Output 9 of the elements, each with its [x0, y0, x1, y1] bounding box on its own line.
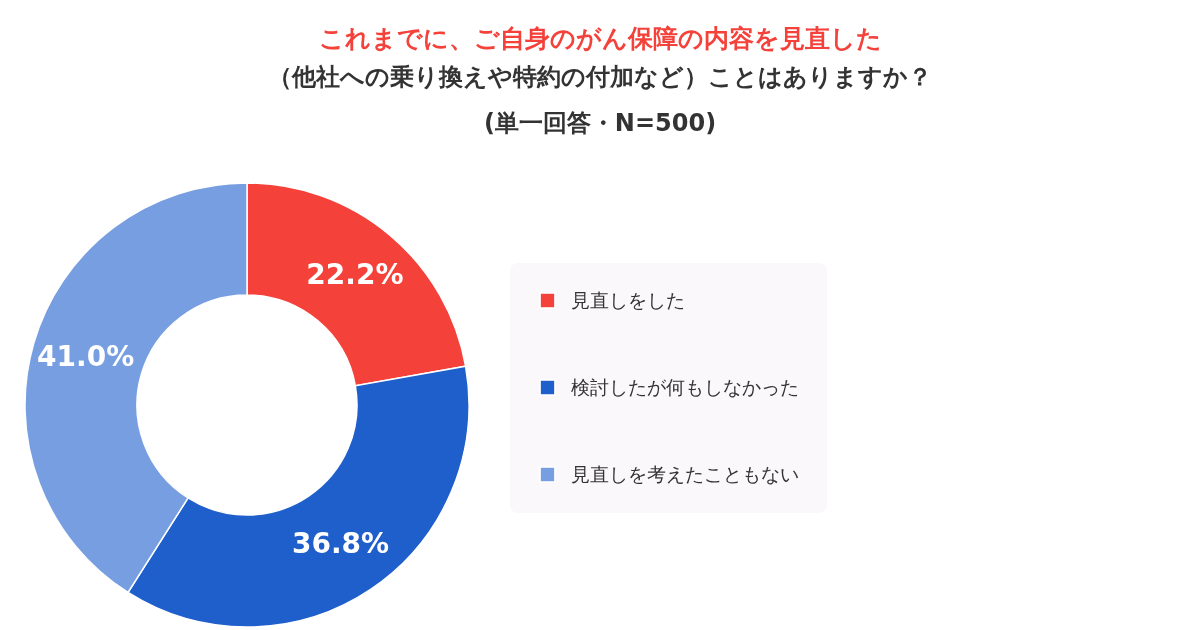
legend-label: 見直しをした: [571, 288, 685, 311]
text: (単一回答・N=500): [483, 109, 717, 137]
data-label: 41.0%: [37, 340, 135, 374]
text: （他社への乗り換えや特約の付加など）ことはありますか？: [268, 63, 932, 91]
data-label: 36.8%: [291, 526, 390, 560]
chart-title: これまでに、ご自身のがん保障の内容を見直した: [318, 24, 882, 53]
legend-label: 見直しを考えたこともない: [571, 462, 799, 485]
legend-label: 検討したが何もしなかった: [571, 375, 799, 398]
data-label: 22.2%: [306, 258, 404, 292]
